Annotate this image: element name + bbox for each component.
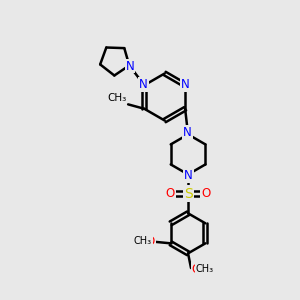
- Text: S: S: [184, 187, 192, 201]
- Text: O: O: [201, 187, 210, 200]
- Text: N: N: [183, 126, 192, 140]
- Text: CH₃: CH₃: [195, 264, 213, 274]
- Text: N: N: [184, 169, 193, 182]
- Text: O: O: [166, 187, 175, 200]
- Text: O: O: [192, 263, 201, 276]
- Text: N: N: [140, 78, 148, 91]
- Text: CH₃: CH₃: [134, 236, 152, 246]
- Text: N: N: [181, 78, 190, 91]
- Text: N: N: [125, 59, 134, 73]
- Text: CH₃: CH₃: [107, 93, 127, 103]
- Text: O: O: [146, 235, 155, 248]
